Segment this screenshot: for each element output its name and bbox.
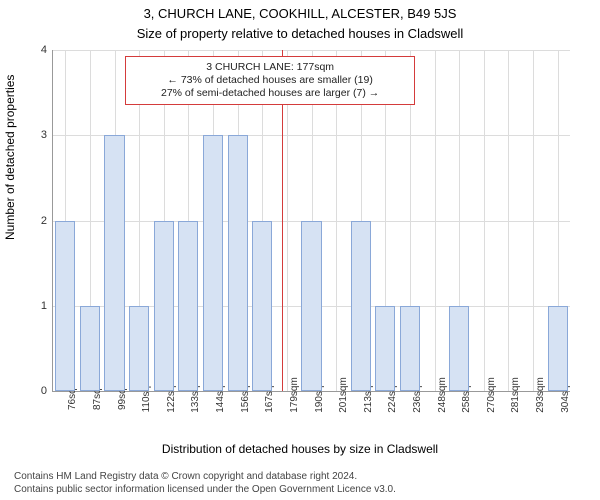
histogram-plot: 0123476sqm87sqm99sqm110sqm122sqm133sqm14…	[52, 50, 570, 392]
footer-line2: Contains public sector information licen…	[14, 483, 396, 496]
gridline-v	[508, 50, 509, 391]
histogram-bar	[55, 221, 75, 392]
histogram-bar	[129, 306, 149, 391]
x-tick-label: 201sqm	[336, 377, 349, 413]
annotation-line2: ← 73% of detached houses are smaller (19…	[132, 74, 408, 87]
histogram-bar	[548, 306, 568, 391]
y-tick-label: 2	[41, 215, 47, 227]
histogram-bar	[301, 221, 321, 392]
footer-line1: Contains HM Land Registry data © Crown c…	[14, 470, 396, 483]
y-tick-label: 0	[41, 385, 47, 397]
annotation-box: 3 CHURCH LANE: 177sqm← 73% of detached h…	[125, 56, 415, 105]
gridline-v	[484, 50, 485, 391]
gridline-v	[533, 50, 534, 391]
page-title-line2: Size of property relative to detached ho…	[0, 26, 600, 41]
x-tick-label: 270sqm	[484, 377, 497, 413]
x-tick-label: 293sqm	[533, 377, 546, 413]
x-tick-label: 281sqm	[508, 377, 521, 413]
y-tick-label: 1	[41, 300, 47, 312]
gridline-v	[435, 50, 436, 391]
histogram-bar	[400, 306, 420, 391]
attribution-footer: Contains HM Land Registry data © Crown c…	[14, 470, 396, 496]
histogram-bar	[178, 221, 198, 392]
histogram-bar	[203, 135, 223, 391]
histogram-bar	[104, 135, 124, 391]
y-tick-label: 3	[41, 129, 47, 141]
histogram-bar	[449, 306, 469, 391]
y-axis-label: Number of detached properties	[3, 75, 17, 240]
page-title-line1: 3, CHURCH LANE, COOKHILL, ALCESTER, B49 …	[0, 6, 600, 21]
x-tick-label: 248sqm	[435, 377, 448, 413]
x-axis-label: Distribution of detached houses by size …	[0, 442, 600, 456]
x-tick-label: 179sqm	[287, 377, 300, 413]
histogram-bar	[375, 306, 395, 391]
y-tick-label: 4	[41, 44, 47, 56]
annotation-line1: 3 CHURCH LANE: 177sqm	[132, 61, 408, 74]
histogram-bar	[252, 221, 272, 392]
histogram-bar	[228, 135, 248, 391]
annotation-line3: 27% of semi-detached houses are larger (…	[132, 87, 408, 100]
histogram-bar	[154, 221, 174, 392]
histogram-bar	[351, 221, 371, 392]
histogram-bar	[80, 306, 100, 391]
